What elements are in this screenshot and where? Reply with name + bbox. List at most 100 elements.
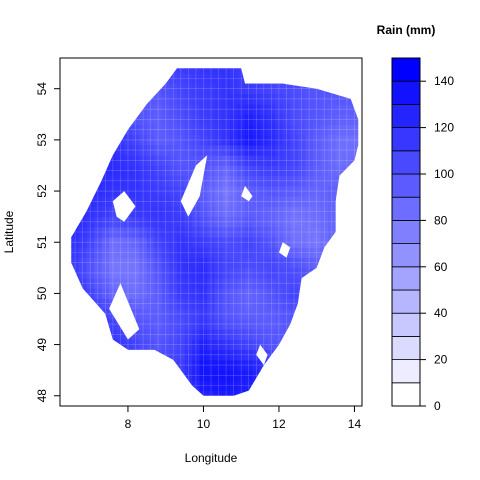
field-cell [101,267,110,279]
field-cell [124,278,133,289]
field-cell [328,339,336,351]
field-cell [229,155,238,166]
field-cell [161,185,170,197]
field-cell [312,380,321,392]
field-cell [305,237,314,248]
field-cell [260,237,269,248]
field-cell [146,114,155,125]
field-cell [350,165,359,177]
field-cell [207,329,216,340]
field-cell [71,380,72,392]
field-cell [131,124,140,136]
field-cell [282,114,291,125]
field-cell [207,114,216,125]
field-cell [71,206,72,218]
field-cell [290,349,299,361]
field-cell [177,124,185,136]
field-cell [252,93,261,105]
field-cell [267,114,276,125]
field-cell [131,288,140,299]
field-cell [320,278,329,289]
field-cell [124,216,133,228]
field-cell [260,339,269,351]
field-cell [78,175,87,187]
field-cell [169,308,178,320]
field-cell [305,308,314,320]
field-cell [350,329,359,340]
field-cell [305,114,314,125]
field-cell [297,216,306,228]
field-cell [207,175,216,187]
field-cell [169,278,178,289]
field-cell [184,370,193,381]
field-cell [244,196,253,207]
field-cell [207,124,216,136]
field-cell [177,288,185,299]
y-axis-title: Latitude [2,210,16,253]
field-cell [343,339,352,351]
field-cell [229,319,238,330]
field-cell [214,206,223,218]
field-cell [275,206,284,218]
field-cell [131,73,140,84]
field-cell [124,114,133,125]
field-cell [154,175,163,187]
field-cell [207,237,216,248]
field-cell [267,175,276,187]
field-cell [335,196,344,207]
field-cell [139,73,148,84]
field-cell [109,206,118,218]
field-cell [109,124,118,136]
field-cell [252,155,261,166]
field-cell [252,104,261,115]
field-cell [320,124,329,136]
field-cell [93,247,102,258]
field-cell [71,339,72,351]
field-cell [116,175,125,187]
field-cell [109,380,118,392]
field-cell [328,124,336,136]
field-cell [244,83,253,95]
field-cell [260,196,269,207]
field-cell [222,226,231,238]
field-cell [328,247,336,258]
field-cell [139,83,148,95]
field-cell [335,216,344,228]
field-cell [335,237,344,248]
legend-bin [391,127,421,152]
field-cell [161,278,170,289]
field-cell [229,73,238,84]
field-cell [237,319,246,330]
field-cell [267,206,276,218]
field-cell [93,329,102,340]
field-cell [237,226,246,238]
field-cell [207,278,216,289]
field-cell [109,237,118,248]
field-cell [290,226,299,238]
field-cell [78,155,87,166]
field-cell [184,68,193,74]
field-cell [192,298,201,310]
field-cell [335,124,344,136]
field-cell [305,155,314,166]
field-cell [222,196,231,207]
field-cell [131,278,140,289]
field-cell [93,83,102,95]
field-cell [86,124,95,136]
field-cell [335,278,344,289]
field-cell [184,237,193,248]
field-cell [116,93,125,105]
field-cell [229,206,238,218]
field-cell [229,298,238,310]
field-cell [237,73,246,84]
field-cell [169,237,178,248]
field-cell [267,124,276,136]
field-cell [169,349,178,361]
field-cell [139,308,148,320]
field-cell [109,257,118,269]
field-cell [71,288,80,299]
field-cell [71,165,80,177]
field-cell [199,93,208,105]
field-cell [101,380,110,392]
field-cell [124,339,133,351]
